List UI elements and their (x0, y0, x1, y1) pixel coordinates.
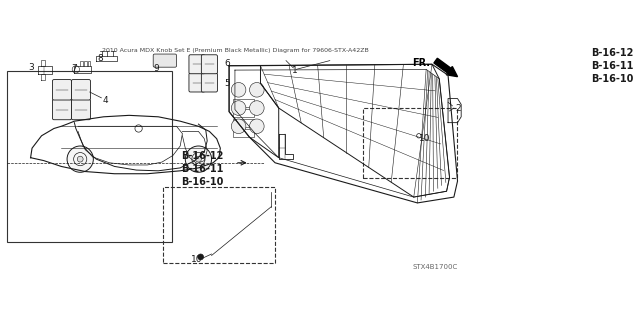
Text: 10: 10 (419, 134, 430, 143)
FancyBboxPatch shape (52, 99, 72, 120)
Bar (7, 71, 172, 242)
FancyBboxPatch shape (202, 55, 218, 74)
Circle shape (250, 119, 264, 134)
Text: B-16-11: B-16-11 (181, 164, 223, 174)
Bar (234, 99, 254, 107)
Text: 5: 5 (224, 79, 230, 88)
Circle shape (250, 101, 264, 115)
Bar (163, 188, 275, 263)
Circle shape (77, 156, 83, 162)
Circle shape (196, 156, 202, 162)
Text: B-16-12: B-16-12 (591, 48, 634, 58)
Text: 9: 9 (153, 64, 159, 73)
Circle shape (67, 146, 93, 172)
Circle shape (231, 83, 246, 97)
Text: FR.: FR. (413, 58, 431, 68)
Circle shape (186, 146, 212, 172)
Circle shape (231, 119, 246, 134)
FancyBboxPatch shape (52, 79, 72, 100)
Text: 6: 6 (224, 59, 230, 68)
FancyBboxPatch shape (202, 73, 218, 92)
Text: 2: 2 (455, 104, 461, 113)
Text: STX4B1700C: STX4B1700C (412, 264, 458, 270)
Circle shape (231, 101, 246, 115)
Bar (234, 109, 254, 117)
Text: 3: 3 (28, 63, 34, 72)
FancyBboxPatch shape (189, 55, 205, 74)
FancyBboxPatch shape (72, 99, 90, 120)
Text: 1: 1 (292, 66, 298, 75)
Text: B-16-11: B-16-11 (591, 61, 634, 71)
Text: 7: 7 (72, 64, 77, 73)
Text: B-16-10: B-16-10 (181, 177, 223, 188)
FancyArrow shape (434, 58, 458, 77)
Bar (234, 129, 254, 137)
Bar (234, 119, 254, 127)
Text: 8: 8 (98, 54, 104, 63)
FancyBboxPatch shape (72, 79, 90, 100)
Text: 2010 Acura MDX Knob Set E (Premium Black Metallic) Diagram for 79606-STX-A42ZB: 2010 Acura MDX Knob Set E (Premium Black… (102, 48, 368, 53)
FancyBboxPatch shape (153, 54, 177, 67)
Text: B-16-10: B-16-10 (591, 74, 634, 84)
Text: 10: 10 (191, 255, 202, 264)
Circle shape (198, 254, 204, 260)
Text: B-16-12: B-16-12 (181, 151, 223, 161)
Circle shape (250, 83, 264, 97)
Text: 4: 4 (103, 95, 108, 105)
Bar (364, 108, 457, 178)
FancyBboxPatch shape (189, 73, 205, 92)
